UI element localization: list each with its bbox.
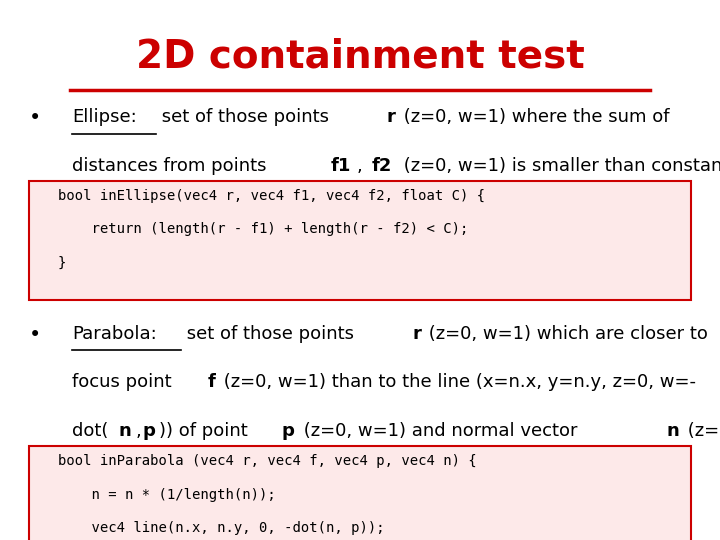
Text: return (length(r - f1) + length(r - f2) < C);: return (length(r - f1) + length(r - f2) …	[58, 222, 468, 237]
Text: n = n * (1/length(n));: n = n * (1/length(n));	[58, 488, 275, 502]
Text: (z=0, w=1) than to the line (x=n.x, y=n.y, z=0, w=-: (z=0, w=1) than to the line (x=n.x, y=n.…	[218, 373, 696, 391]
Text: (z=0, w=1) where the sum of: (z=0, w=1) where the sum of	[397, 108, 669, 126]
Text: •: •	[29, 325, 41, 345]
Text: r: r	[386, 108, 395, 126]
Text: (z=0, w=0):: (z=0, w=0):	[683, 422, 720, 440]
Text: distances from points: distances from points	[72, 157, 272, 174]
Text: f1: f1	[330, 157, 351, 174]
Text: (z=0, w=1) and normal vector: (z=0, w=1) and normal vector	[298, 422, 583, 440]
Text: ,: ,	[356, 157, 368, 174]
Text: f: f	[208, 373, 216, 391]
Text: set of those points: set of those points	[181, 325, 360, 342]
Text: p: p	[282, 422, 294, 440]
Text: •: •	[29, 108, 41, 128]
Text: Parabola:: Parabola:	[72, 325, 157, 342]
Text: bool inParabola (vec4 r, vec4 f, vec4 p, vec4 n) {: bool inParabola (vec4 r, vec4 f, vec4 p,…	[58, 454, 477, 468]
Text: dot(: dot(	[72, 422, 109, 440]
Text: set of those points: set of those points	[156, 108, 334, 126]
Text: vec4 line(n.x, n.y, 0, -dot(n, p));: vec4 line(n.x, n.y, 0, -dot(n, p));	[58, 521, 384, 535]
Text: ,: ,	[135, 422, 141, 440]
Text: f2: f2	[372, 157, 392, 174]
Text: (z=0, w=1) which are closer to: (z=0, w=1) which are closer to	[423, 325, 708, 342]
Text: 2D containment test: 2D containment test	[135, 38, 585, 76]
Text: n: n	[119, 422, 132, 440]
Text: Ellipse:: Ellipse:	[72, 108, 137, 126]
FancyBboxPatch shape	[29, 446, 691, 540]
Text: )) of point: )) of point	[159, 422, 254, 440]
Text: r: r	[412, 325, 421, 342]
Text: focus point: focus point	[72, 373, 177, 391]
FancyBboxPatch shape	[29, 181, 691, 300]
Text: p: p	[143, 422, 156, 440]
Text: (z=0, w=1) is smaller than constant C:: (z=0, w=1) is smaller than constant C:	[398, 157, 720, 174]
Text: n: n	[666, 422, 679, 440]
Text: }: }	[58, 256, 66, 270]
Text: bool inEllipse(vec4 r, vec4 f1, vec4 f2, float C) {: bool inEllipse(vec4 r, vec4 f1, vec4 f2,…	[58, 189, 485, 203]
